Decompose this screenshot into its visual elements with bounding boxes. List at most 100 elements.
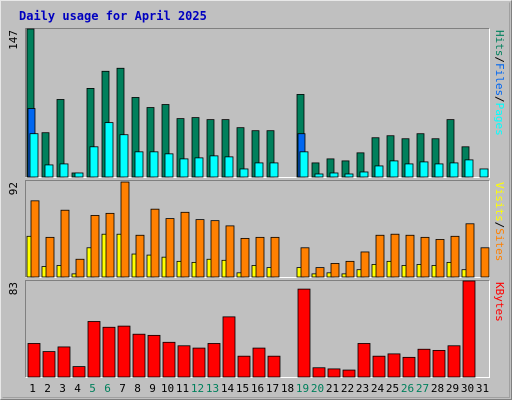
legend-item-kbytes: KBytes <box>493 282 506 322</box>
bar-sites-day-5 <box>90 215 100 278</box>
bar-kbytes-day-15 <box>237 355 251 378</box>
bar-kbytes-day-22 <box>342 369 356 378</box>
bar-pages-day-17 <box>269 162 279 178</box>
bar-kbytes-day-28 <box>432 349 446 378</box>
legend: KBytes <box>493 282 506 322</box>
bar-pages-day-31 <box>479 168 489 178</box>
bar-pages-day-22 <box>344 173 354 178</box>
bar-kbytes-day-7 <box>117 325 131 378</box>
x-tick-label: 28 <box>431 382 444 395</box>
chart-title: Daily usage for April 2025 <box>19 9 207 23</box>
bar-sites-day-29 <box>450 235 460 278</box>
bar-kbytes-day-30 <box>462 280 476 378</box>
bar-kbytes-day-8 <box>132 333 146 378</box>
kbytes-panel: 83 KBytes <box>7 280 506 378</box>
bar-sites-day-19 <box>300 247 310 278</box>
bar-sites-day-27 <box>420 236 430 278</box>
x-axis-tick-labels: 1 2 3 4 5 6 7 8 9 10 11 12 13 14 15 16 17 18 19 20 21 22 23 24 2… <box>29 382 489 395</box>
bar-kbytes-day-23 <box>357 343 371 378</box>
legend-separator: / <box>493 56 506 63</box>
x-tick-label: 18 <box>281 382 294 395</box>
bar-kbytes-day-17 <box>267 355 281 378</box>
hits-panel: 147 Hits/Files/Pages <box>7 28 506 178</box>
x-tick-label: 12 <box>191 382 204 395</box>
x-tick-label: 3 <box>59 382 66 395</box>
bar-kbytes-day-9 <box>147 334 161 378</box>
legend-separator: / <box>493 96 506 103</box>
y-axis-max-label: 147 <box>7 30 20 50</box>
bar-kbytes-day-4 <box>72 366 86 378</box>
x-tick-label: 5 <box>89 382 96 395</box>
bar-sites-day-9 <box>150 208 160 278</box>
bar-sites-day-6 <box>105 212 115 278</box>
x-tick-label: 23 <box>356 382 369 395</box>
x-tick-label: 25 <box>386 382 399 395</box>
bar-pages-day-5 <box>89 146 99 178</box>
legend-separator: / <box>493 222 506 229</box>
bar-sites-day-7 <box>120 181 130 278</box>
bar-sites-day-8 <box>135 234 145 278</box>
bar-sites-day-16 <box>255 236 265 278</box>
bar-pages-day-2 <box>44 164 54 178</box>
x-tick-label: 24 <box>371 382 385 395</box>
x-tick-label: 17 <box>266 382 279 395</box>
x-tick-label: 7 <box>119 382 126 395</box>
bar-pages-day-13 <box>209 155 219 178</box>
bar-pages-day-26 <box>404 163 414 178</box>
bar-kbytes-day-27 <box>417 348 431 378</box>
bar-pages-day-28 <box>434 163 444 178</box>
bar-sites-day-12 <box>195 219 205 278</box>
bar-pages-day-25 <box>389 160 399 178</box>
bar-kbytes-day-5 <box>87 321 101 378</box>
bars <box>26 181 490 278</box>
bar-sites-day-10 <box>165 218 175 278</box>
x-tick-label: 10 <box>161 382 174 395</box>
bar-kbytes-day-16 <box>252 347 266 378</box>
bar-sites-day-30 <box>465 223 475 278</box>
bar-kbytes-day-26 <box>402 356 416 378</box>
x-tick-label: 8 <box>134 382 141 395</box>
x-tick-label: 30 <box>461 382 474 395</box>
bar-kbytes-day-21 <box>327 368 341 378</box>
bar-sites-day-23 <box>360 251 370 278</box>
legend-item-visits: Visits <box>493 182 506 222</box>
legend-item-files: Files <box>493 63 506 96</box>
bar-sites-day-15 <box>240 237 250 278</box>
x-tick-label: 26 <box>401 382 414 395</box>
bar-sites-day-26 <box>405 234 415 278</box>
x-tick-label: 11 <box>176 382 189 395</box>
x-tick-label: 29 <box>446 382 459 395</box>
y-axis-max-label: 92 <box>7 182 20 195</box>
bar-sites-day-4 <box>75 258 85 278</box>
bar-kbytes-day-10 <box>162 341 176 378</box>
bar-kbytes-day-24 <box>372 355 386 378</box>
legend: Hits/Files/Pages <box>493 30 506 136</box>
x-tick-label: 2 <box>44 382 51 395</box>
bar-sites-day-14 <box>225 225 235 278</box>
x-tick-label: 14 <box>221 382 235 395</box>
legend-item-pages: Pages <box>493 103 506 136</box>
bar-pages-day-4 <box>74 172 84 178</box>
bars <box>26 28 489 178</box>
x-tick-label: 21 <box>326 382 339 395</box>
bar-sites-day-2 <box>45 236 55 278</box>
x-tick-label: 9 <box>149 382 156 395</box>
x-tick-label: 16 <box>251 382 264 395</box>
bar-sites-day-24 <box>375 234 385 278</box>
bar-pages-day-15 <box>239 168 249 178</box>
bar-pages-day-12 <box>194 157 204 178</box>
legend-item-hits: Hits <box>493 30 506 57</box>
bars <box>27 280 476 378</box>
bar-kbytes-day-3 <box>57 346 71 378</box>
bar-pages-day-3 <box>59 163 69 178</box>
x-tick-label: 15 <box>236 382 249 395</box>
x-tick-label: 6 <box>104 382 111 395</box>
x-tick-label: 4 <box>74 382 81 395</box>
bar-kbytes-day-1 <box>27 343 41 378</box>
bar-kbytes-day-11 <box>177 345 191 378</box>
bar-kbytes-day-14 <box>222 316 236 378</box>
bar-pages-day-8 <box>134 151 144 178</box>
bar-pages-day-23 <box>359 171 369 178</box>
bar-pages-day-7 <box>119 134 129 178</box>
